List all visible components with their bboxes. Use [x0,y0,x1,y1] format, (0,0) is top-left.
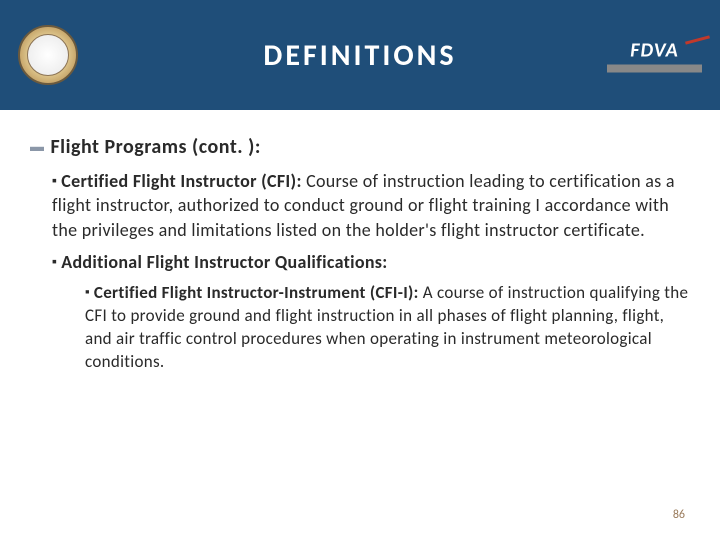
slide-title: DEFINITIONS [263,37,456,74]
seal-inner-icon [27,34,69,76]
item-bold: Certified Flight Instructor (CFI): [61,170,301,192]
subitem-bold: Certified Flight Instructor-Instrument (… [94,282,419,303]
va-seal-icon [18,25,78,85]
section-heading: ▬ Flight Programs (cont. ): [30,135,690,159]
item-bold: Additional Flight Instructor Qualificati… [61,251,387,273]
section-heading-text: Flight Programs (cont. ): [51,135,261,159]
swoosh-icon [685,35,710,44]
list-item: ▪Additional Flight Instructor Qualificat… [52,250,690,274]
logo-subtext [607,64,702,72]
page-number: 86 [673,508,685,522]
list-item: ▪Certified Flight Instructor (CFI): Cour… [52,169,690,242]
square-bullet-icon: ▪ [52,172,57,191]
bullet-icon: ▬ [30,138,45,155]
slide-header: DEFINITIONS FDVA [0,0,720,110]
fdva-logo: FDVA [607,33,702,78]
sub-list-item: ▪Certified Flight Instructor-Instrument … [85,282,690,374]
square-bullet-icon: ▪ [85,284,90,302]
fdva-logo-text: FDVA [630,38,678,62]
slide-content: ▬Flight Programs (cont. ): ▪Certified Fl… [0,110,720,384]
square-bullet-icon: ▪ [52,253,57,272]
